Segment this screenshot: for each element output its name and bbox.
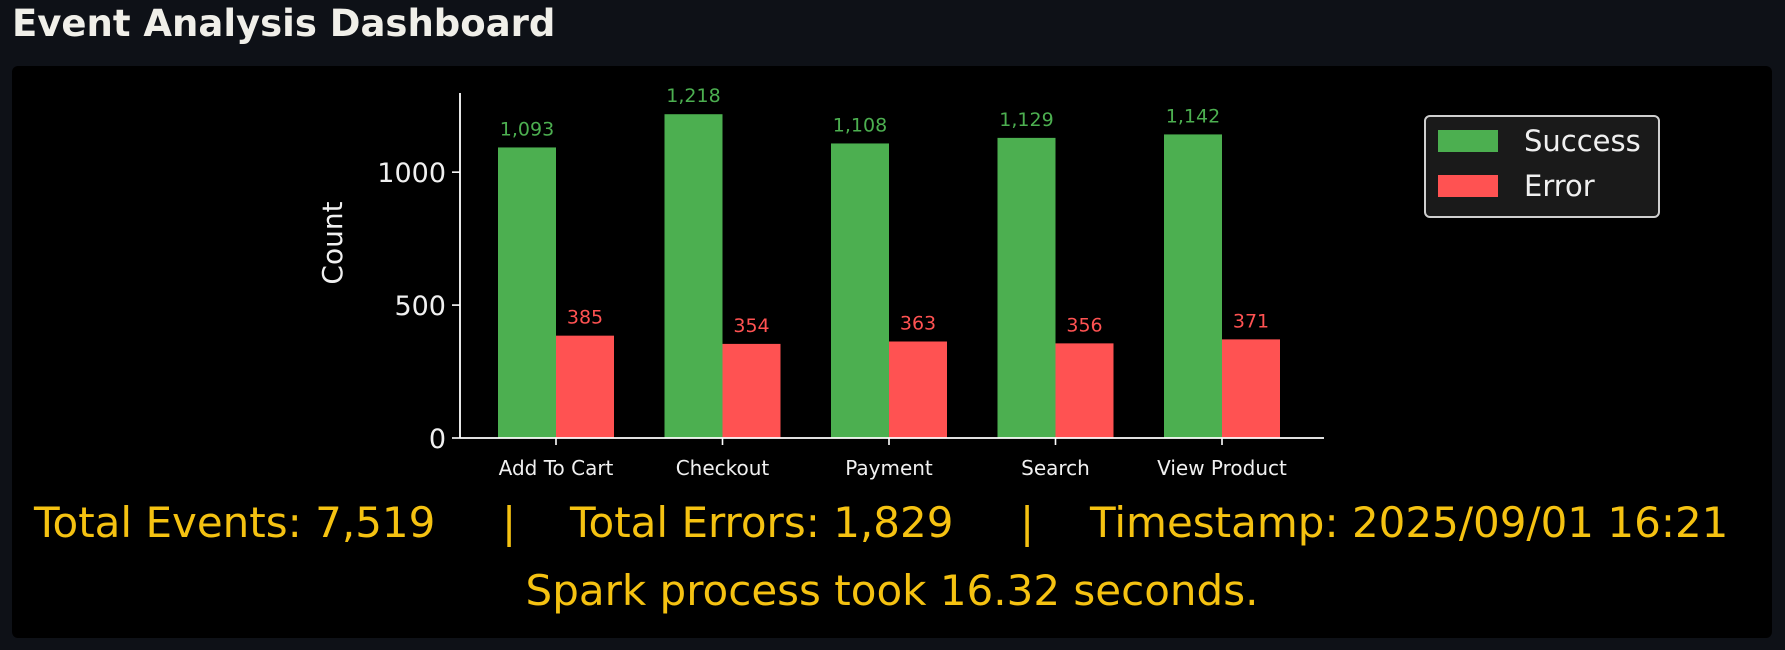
x-tick-label-4: View Product [1157, 456, 1287, 480]
stats-summary: Total Events: 7,519 | Total Errors: 1,82… [12, 492, 1772, 554]
y-tick-label-2: 1000 [377, 158, 446, 189]
process-time-note: Spark process took 16.32 seconds. [525, 566, 1259, 615]
y-tick-label-1: 500 [394, 291, 446, 322]
data-label-error-1: 354 [733, 315, 769, 337]
total-errors-stat: Total Errors: 1,829 [570, 498, 954, 547]
bar-error-1 [722, 343, 781, 438]
bar-success-3 [997, 137, 1056, 438]
bar-success-2 [831, 143, 889, 438]
timestamp-stat: Timestamp: 2025/09/01 16:21 [1090, 498, 1729, 547]
legend-swatch-success [1438, 130, 1498, 152]
data-label-error-4: 371 [1233, 310, 1269, 332]
legend-label-success: Success [1524, 124, 1641, 158]
total-events-stat: Total Events: 7,519 [34, 498, 436, 547]
data-label-success-3: 1,129 [999, 109, 1053, 131]
bar-error-3 [1055, 343, 1114, 438]
data-label-error-0: 385 [567, 307, 603, 329]
chart-panel: 1,093 385 Add To Cart 1,218 354 Checkout 1,108… [12, 66, 1772, 638]
page-title: Event Analysis Dashboard [12, 2, 556, 45]
legend-swatch-error [1438, 175, 1498, 197]
x-tick-label-1: Checkout [676, 456, 770, 480]
data-label-error-2: 363 [900, 313, 936, 335]
data-label-error-3: 356 [1066, 314, 1102, 336]
bar-error-4 [1222, 339, 1280, 438]
bar-error-0 [556, 335, 614, 438]
bar-success-0 [498, 147, 556, 438]
legend-label-error: Error [1524, 169, 1595, 203]
x-tick-label-3: Search [1021, 456, 1090, 480]
bar-success-1 [664, 114, 723, 438]
event-bar-chart: 1,093 385 Add To Cart 1,218 354 Checkout 1,108… [316, 85, 1660, 480]
stats-separator: | [1020, 498, 1035, 547]
data-label-success-1: 1,218 [666, 85, 720, 107]
bar-success-4 [1164, 134, 1222, 438]
x-tick-label-2: Payment [845, 456, 933, 480]
data-label-success-4: 1,142 [1166, 105, 1220, 127]
bar-error-2 [889, 341, 947, 438]
x-tick-label-0: Add To Cart [499, 456, 614, 480]
y-tick-label-0: 0 [429, 424, 446, 455]
y-axis-label: Count [316, 201, 349, 284]
data-label-success-2: 1,108 [833, 114, 887, 136]
data-label-success-0: 1,093 [500, 118, 554, 140]
stats-separator: | [502, 498, 517, 547]
